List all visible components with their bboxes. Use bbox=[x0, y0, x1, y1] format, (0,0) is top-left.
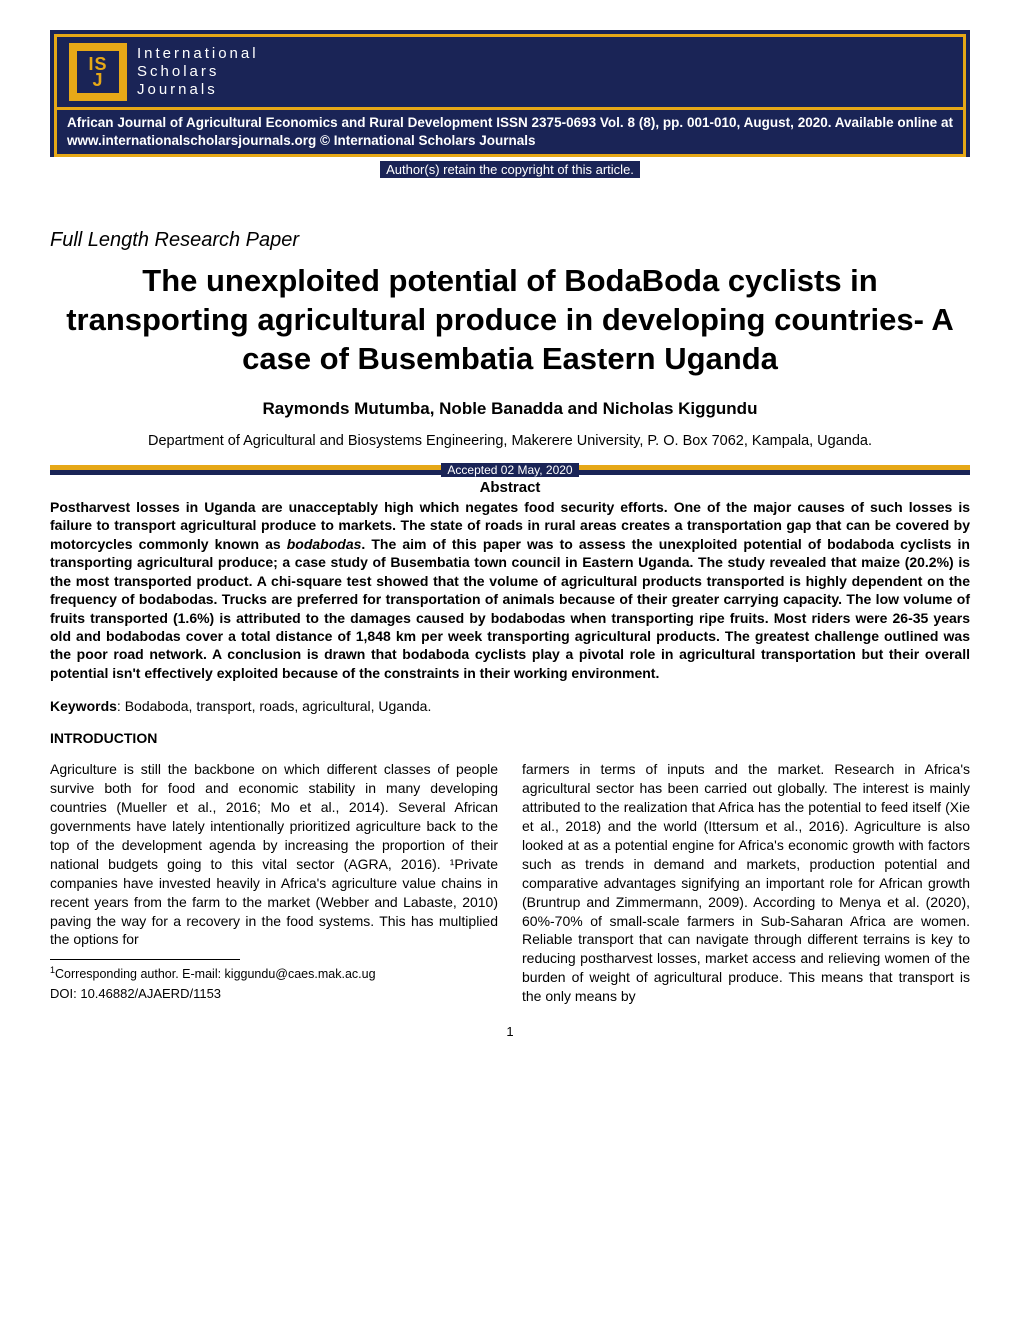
journal-logo-icon: IS J bbox=[69, 43, 127, 101]
journal-citation-info: African Journal of Agricultural Economic… bbox=[54, 110, 966, 157]
footnote-text: Corresponding author. E-mail: kiggundu@c… bbox=[55, 967, 376, 981]
abstract-body: Postharvest losses in Uganda are unaccep… bbox=[50, 498, 970, 683]
page-number: 1 bbox=[50, 1024, 970, 1039]
doi: DOI: 10.46882/AJAERD/1153 bbox=[50, 985, 498, 1003]
affiliation: Department of Agricultural and Biosystem… bbox=[50, 433, 970, 449]
column-left: Agriculture is still the backbone on whi… bbox=[50, 760, 498, 1006]
copyright-badge: Author(s) retain the copyright of this a… bbox=[380, 161, 640, 178]
journal-name-line3: Journals bbox=[137, 81, 259, 99]
abstract-heading: Abstract bbox=[50, 479, 970, 496]
journal-name: International Scholars Journals bbox=[137, 45, 259, 99]
bar-decoration bbox=[50, 465, 441, 475]
logo-row: IS J International Scholars Journals bbox=[54, 34, 966, 110]
paper-type: Full Length Research Paper bbox=[50, 229, 970, 252]
copyright-row: Author(s) retain the copyright of this a… bbox=[50, 157, 970, 185]
bar-decoration bbox=[579, 465, 970, 475]
section-heading-introduction: INTRODUCTION bbox=[50, 730, 970, 746]
logo-line2: J bbox=[92, 72, 103, 88]
column-right: farmers in terms of inputs and the marke… bbox=[522, 760, 970, 1006]
footnote-separator bbox=[50, 959, 240, 960]
keywords-label: Keywords bbox=[50, 698, 117, 714]
body-col1: Agriculture is still the backbone on whi… bbox=[50, 760, 498, 949]
footnote-corresponding: 1Corresponding author. E-mail: kiggundu@… bbox=[50, 964, 498, 983]
authors: Raymonds Mutumba, Noble Banadda and Nich… bbox=[50, 399, 970, 419]
keywords-text: : Bodaboda, transport, roads, agricultur… bbox=[117, 698, 431, 714]
body-col2: farmers in terms of inputs and the marke… bbox=[522, 760, 970, 1006]
accepted-date-bar: Accepted 02 May, 2020 bbox=[50, 463, 970, 477]
keywords: Keywords: Bodaboda, transport, roads, ag… bbox=[50, 698, 970, 714]
body-columns: Agriculture is still the backbone on whi… bbox=[50, 760, 970, 1006]
journal-name-line1: International bbox=[137, 45, 259, 63]
paper-title: The unexploited potential of BodaBoda cy… bbox=[50, 262, 970, 378]
accepted-date: Accepted 02 May, 2020 bbox=[441, 463, 578, 477]
abstract-part2: . The aim of this paper was to assess th… bbox=[50, 536, 970, 681]
journal-name-line2: Scholars bbox=[137, 63, 259, 81]
abstract-italic: bodabodas bbox=[287, 536, 362, 552]
journal-header: IS J International Scholars Journals Afr… bbox=[50, 30, 970, 157]
